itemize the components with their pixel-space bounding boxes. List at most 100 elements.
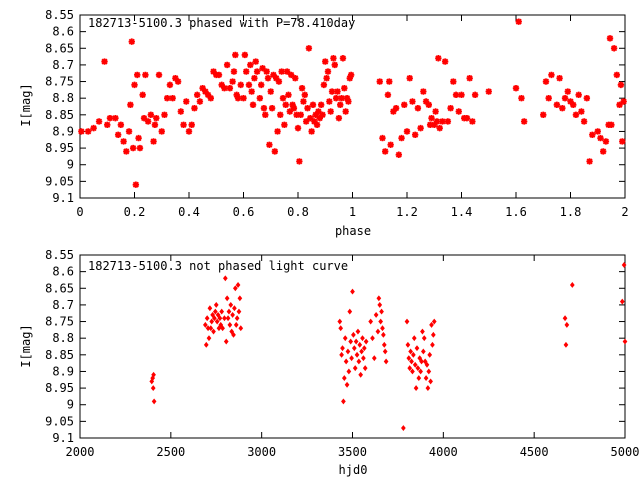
phased-data-point <box>341 85 348 92</box>
unphased-x-tick-label: 2000 <box>66 445 95 459</box>
phased-data-point <box>252 58 259 65</box>
phased-data-point <box>431 121 438 128</box>
phased-data-point <box>586 158 593 165</box>
phased-data-point <box>188 121 195 128</box>
phased-data-point <box>382 148 389 155</box>
phased-data-point <box>345 98 352 105</box>
unphased-data-point <box>425 385 431 392</box>
phased-data-point <box>455 108 462 115</box>
phased-data-point <box>172 75 179 82</box>
unphased-x-tick-label: 3500 <box>338 445 367 459</box>
unphased-y-tick-label: 8.7 <box>52 298 74 312</box>
phased-data-point <box>243 68 250 75</box>
phased-data-point <box>320 81 328 89</box>
unphased-data-point <box>339 351 344 358</box>
unphased-data-point <box>347 308 353 315</box>
phased-data-point <box>323 75 330 82</box>
unphased-data-point <box>423 375 429 382</box>
phased-data-point <box>128 38 135 45</box>
unphased-data-point <box>420 348 426 355</box>
phased-data-point <box>441 58 449 65</box>
unphased-data-point <box>237 295 243 302</box>
phased-data-point <box>259 65 266 72</box>
unphased-data-point <box>381 341 387 348</box>
phased-data-point <box>553 101 561 109</box>
unphased-data-point <box>210 311 215 318</box>
unphased-data-point <box>234 315 240 322</box>
phased-y-tick-label: 8.7 <box>52 58 74 72</box>
phased-data-point <box>221 85 228 92</box>
phased-data-point <box>580 118 588 125</box>
unphased-data-point <box>229 328 235 335</box>
unphased-data-point <box>351 331 356 338</box>
phased-data-point <box>312 111 319 119</box>
phased-data-point <box>101 58 108 65</box>
unphased-data-point <box>569 282 575 288</box>
phased-data-point <box>164 94 171 102</box>
phased-y-tick-label: 8.75 <box>45 75 74 89</box>
phased-data-point <box>324 68 332 75</box>
phased-data-point <box>326 98 333 105</box>
phased-data-point <box>140 114 148 122</box>
unphased-data-point <box>358 371 364 378</box>
unphased-data-point <box>407 365 413 372</box>
unphased-data-point <box>414 345 420 352</box>
unphased-data-point <box>383 358 389 365</box>
phased-data-point <box>123 148 130 155</box>
phased-data-point <box>392 104 400 112</box>
phased-data-point <box>147 111 155 119</box>
phased-data-point <box>575 91 582 99</box>
unphased-data-point <box>220 325 225 332</box>
phased-data-point <box>600 148 607 155</box>
unphased-data-point <box>356 358 362 365</box>
unphased-data-point <box>223 338 229 345</box>
phased-data-point <box>304 104 311 112</box>
unphased-data-point <box>376 295 382 302</box>
unphased-data-point <box>350 288 355 295</box>
unphased-data-point <box>420 328 425 335</box>
unphased-data-point <box>619 298 625 305</box>
unphased-y-tick-label: 8.95 <box>45 381 74 395</box>
unphased-data-point <box>224 295 230 302</box>
unphased-data-point <box>370 335 375 342</box>
unphased-data-point <box>411 351 416 358</box>
unphased-data-point <box>411 335 417 342</box>
unphased-data-point <box>416 375 422 382</box>
phased-data-point <box>233 91 240 99</box>
phased-y-tick-label: 8.9 <box>52 124 74 138</box>
phased-data-point <box>339 55 347 62</box>
unphased-data-point <box>352 365 358 372</box>
unphased-data-point <box>373 311 379 318</box>
phased-data-point <box>395 151 403 158</box>
unphased-data-point <box>222 315 227 322</box>
phased-data-point <box>150 138 157 145</box>
unphased-y-tick-label: 8.65 <box>45 281 74 295</box>
unphased-data-point <box>381 331 386 338</box>
unphased-y-tick-label: 8.8 <box>52 331 74 345</box>
phased-data-point <box>277 111 284 119</box>
phased-data-point <box>422 98 430 105</box>
unphased-data-point <box>368 318 374 325</box>
phased-data-point <box>247 61 254 69</box>
phased-data-point <box>331 61 338 69</box>
unphased-data-point <box>422 358 428 365</box>
phased-data-point <box>512 85 520 92</box>
phased-data-point <box>466 75 473 82</box>
unphased-x-tick-label: 2500 <box>156 445 185 459</box>
phased-data-point <box>210 68 217 75</box>
phased-x-tick-label: 0.6 <box>233 205 255 219</box>
unphased-data-point <box>382 348 388 355</box>
unphased-data-point <box>222 275 228 282</box>
phased-data-point <box>343 94 351 102</box>
unphased-data-point <box>232 285 238 292</box>
unphased-data-point <box>345 348 351 355</box>
unphased-light-curve-panel: 182713-5100.3 not phased light curve hjd… <box>19 248 639 477</box>
unphased-data-point <box>351 345 357 352</box>
phased-data-point <box>428 114 435 122</box>
unphased-data-point <box>622 338 628 345</box>
phased-data-point <box>144 118 152 125</box>
unphased-data-point <box>406 355 412 362</box>
unphased-data-point <box>430 331 436 338</box>
phased-data-point <box>245 81 253 89</box>
phased-x-axis-label: phase <box>335 224 371 238</box>
